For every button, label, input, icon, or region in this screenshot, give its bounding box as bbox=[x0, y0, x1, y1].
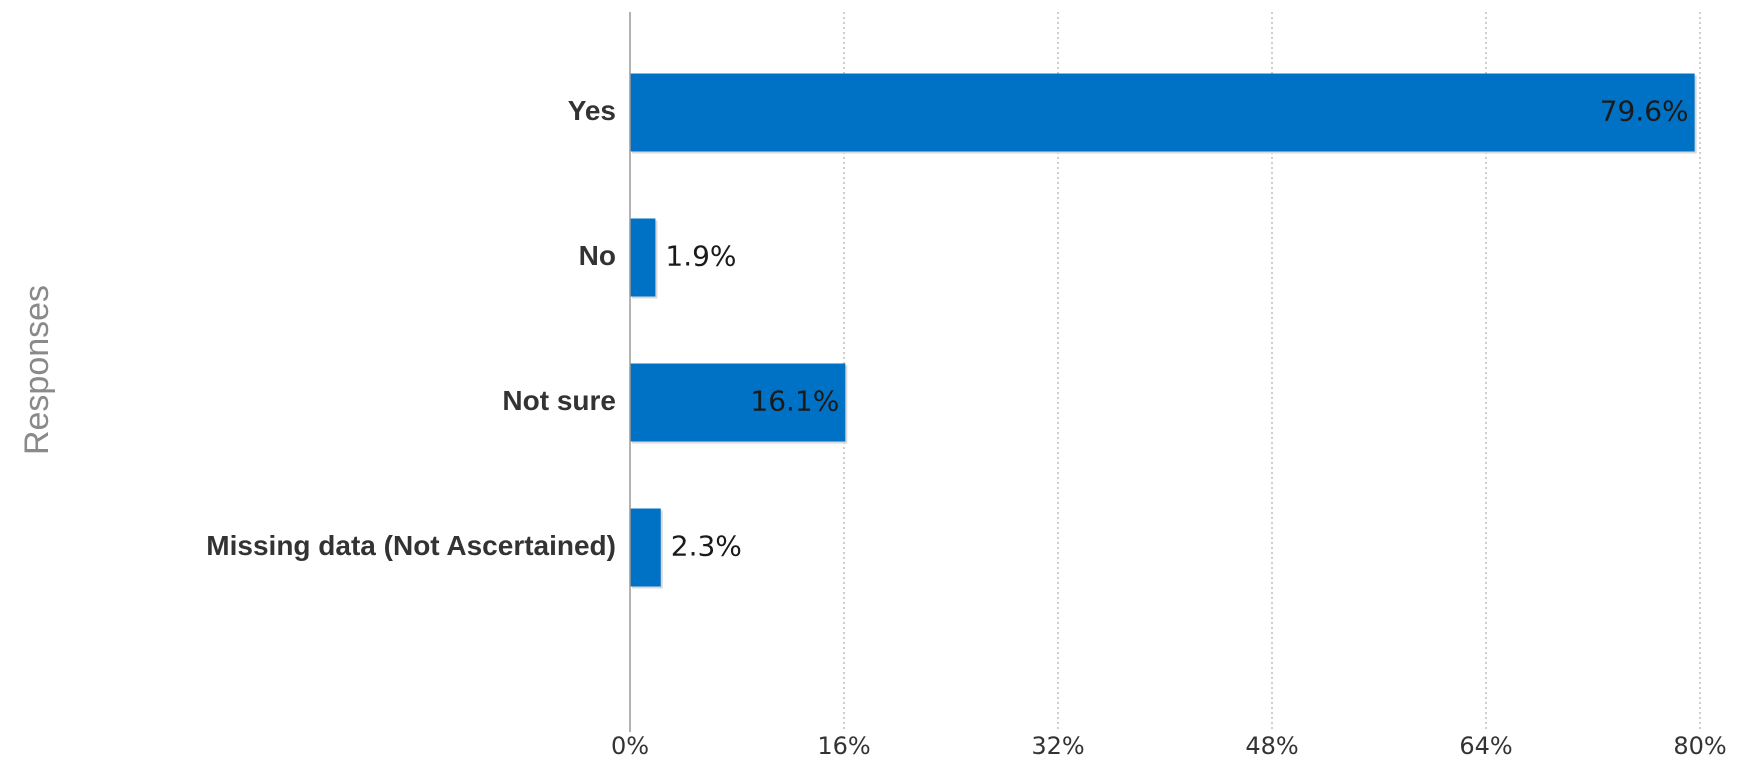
bars bbox=[630, 73, 1697, 589]
value-label: 79.6% bbox=[1600, 95, 1689, 128]
category-label: No bbox=[579, 240, 616, 271]
x-tick-label: 48% bbox=[1245, 732, 1298, 760]
category-label: Not sure bbox=[502, 385, 616, 416]
bar bbox=[630, 218, 656, 297]
value-label: 16.1% bbox=[750, 385, 839, 418]
category-label: Missing data (Not Ascertained) bbox=[206, 530, 616, 561]
x-tick-label: 0% bbox=[611, 732, 649, 760]
x-tick-label: 16% bbox=[817, 732, 870, 760]
bar bbox=[630, 73, 1695, 152]
category-labels: Yes No Not sure Missing data (Not Ascertain… bbox=[206, 95, 616, 561]
x-tick-label: 64% bbox=[1459, 732, 1512, 760]
value-labels: 79.6% 1.9% 16.1% 2.3% bbox=[665, 95, 1688, 563]
bar bbox=[630, 508, 661, 587]
x-tick-label: 80% bbox=[1673, 732, 1726, 760]
category-label: Yes bbox=[568, 95, 616, 126]
bar bbox=[630, 363, 846, 442]
y-axis-title: Responses bbox=[18, 285, 56, 455]
value-label: 2.3% bbox=[671, 530, 742, 563]
x-tick-labels: 0% 16% 32% 48% 64% 80% bbox=[611, 732, 1727, 760]
value-label: 1.9% bbox=[665, 240, 736, 273]
x-tick-label: 32% bbox=[1031, 732, 1084, 760]
